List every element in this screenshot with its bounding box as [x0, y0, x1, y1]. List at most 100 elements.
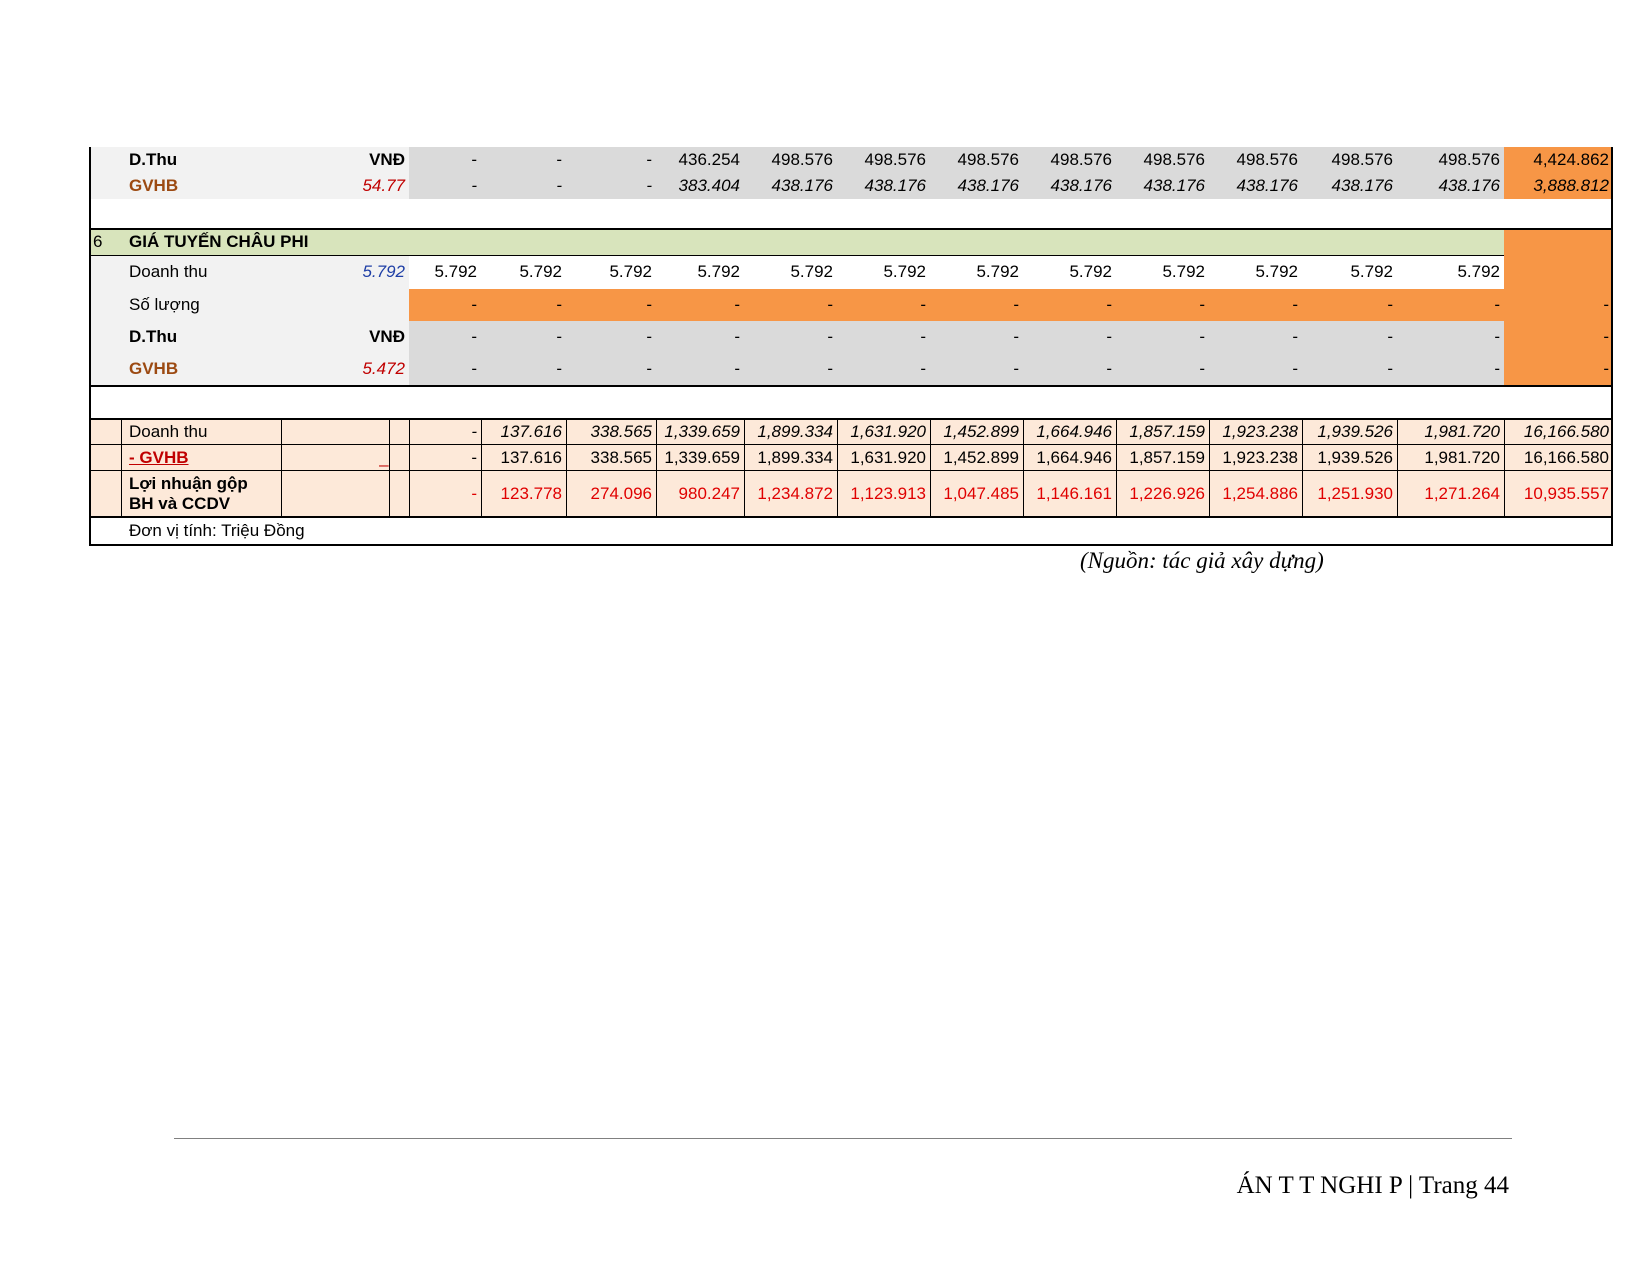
value-cell: 5.792 [1162, 262, 1205, 281]
value-cell: 274.096 [590, 484, 652, 503]
grid-line [89, 470, 1613, 471]
grid-line [89, 147, 91, 545]
value-cell: - [409, 321, 481, 353]
total-cell: 3,888.812 [1504, 173, 1613, 199]
value-cell: 137.616 [500, 422, 562, 441]
value-cell: 1,857.159 [1129, 422, 1205, 441]
value-cell: - [1116, 321, 1209, 353]
value-cell: - [566, 353, 656, 385]
value-cell: - [656, 289, 744, 321]
value-cell: 1,146.161 [1036, 484, 1112, 503]
value-cell: - [1023, 321, 1116, 353]
value-cell: 1,899.334 [757, 422, 833, 441]
value-cell: - [566, 147, 656, 173]
value-cell: 1,664.946 [1036, 448, 1112, 467]
value-cell: 5.792 [1255, 262, 1298, 281]
section-header: 6 GIÁ TUYẾN CHÂU PHI [89, 229, 1613, 255]
value-cell: 436.254 [656, 147, 744, 173]
summary-label-line: - GVHB [129, 448, 189, 467]
row-label: GVHB [89, 173, 329, 199]
value-cell: 5.792 [790, 262, 833, 281]
value-cell: - [471, 448, 477, 467]
value-cell: 1,923.238 [1222, 448, 1298, 467]
value-cell: - [481, 321, 566, 353]
value-cell: - [1397, 321, 1504, 353]
table-row: Số lượng - - - - - - - - - - - - - [89, 289, 1613, 321]
grid-line [656, 418, 657, 517]
value-cell: 5.792 [1350, 262, 1393, 281]
value-cell: 438.176 [930, 173, 1023, 199]
value-cell: - [1116, 353, 1209, 385]
value-cell: - [930, 321, 1023, 353]
total-cell: - [1504, 321, 1613, 353]
total-cell [1504, 255, 1613, 289]
section-number: 6 [93, 232, 103, 251]
row-label: Doanh thu [89, 255, 329, 289]
value-cell: - [837, 353, 930, 385]
value-cell: - [471, 422, 477, 441]
row-label: GVHB [89, 353, 329, 385]
value-cell: 1,923.238 [1222, 422, 1298, 441]
row-unit: 5.792 [329, 255, 409, 289]
total-cell: 16,166.580 [1523, 422, 1609, 441]
value-cell: - [930, 353, 1023, 385]
value-cell: - [1302, 289, 1397, 321]
grid-line [389, 418, 390, 517]
value-cell: - [1209, 353, 1302, 385]
value-cell: 1,254.886 [1222, 484, 1298, 503]
table-row: GVHB 5.472- - - - - - - - - - - - - [89, 353, 1613, 385]
value-cell: 1,981.720 [1424, 448, 1500, 467]
row-unit: VNĐ [329, 147, 409, 173]
value-cell: - [744, 321, 837, 353]
value-cell: 438.176 [1209, 173, 1302, 199]
summary-row: - GVHB _ - 137.616 338.565 1,339.659 1,899.334… [89, 445, 1613, 471]
value-cell: - [481, 173, 566, 199]
total-cell: 10,935.557 [1523, 484, 1609, 503]
value-cell: 5.792 [519, 262, 562, 281]
grid-line [281, 418, 282, 517]
financial-table: D.Thu VNĐ - - -436.254 498.576 498.576 498.576 4… [89, 147, 1613, 546]
value-cell: 1,939.526 [1317, 422, 1393, 441]
value-cell: - [837, 289, 930, 321]
value-cell: 5.792 [1069, 262, 1112, 281]
grid-line [1209, 418, 1210, 517]
value-cell: 1,857.159 [1129, 448, 1205, 467]
value-cell: 5.792 [434, 262, 477, 281]
grid-line [89, 516, 1613, 518]
value-cell: 1,939.526 [1317, 448, 1393, 467]
grid-line [1504, 418, 1505, 517]
value-cell: 438.176 [1023, 173, 1116, 199]
value-cell: 438.176 [1397, 173, 1504, 199]
grid-line [930, 418, 931, 517]
value-cell: - [744, 353, 837, 385]
value-cell: - [656, 321, 744, 353]
summary-label: Lợi nhuận gộp BH và CCDV [129, 471, 269, 517]
row-label: Số lượng [89, 289, 329, 321]
grid-line [89, 418, 1613, 420]
grid-line [1116, 418, 1117, 517]
value-cell: 498.576 [1209, 147, 1302, 173]
grid-line [1397, 418, 1398, 517]
value-cell: - [409, 173, 481, 199]
value-cell: - [837, 321, 930, 353]
value-cell: 1,251.930 [1317, 484, 1393, 503]
unit-note-row: Đơn vị tính: Triệu Đồng [89, 517, 1613, 545]
value-cell: 5.792 [1457, 262, 1500, 281]
summary-label-line: Lợi nhuận gộp [129, 474, 248, 493]
summary-row: Doanh thu - 137.616 338.565 1,339.659 1,899.3… [89, 419, 1613, 445]
summary-label: Doanh thu [129, 419, 269, 445]
value-cell: 1,339.659 [664, 422, 740, 441]
value-cell: 1,631.920 [850, 448, 926, 467]
value-cell: - [1023, 289, 1116, 321]
value-cell: - [1023, 353, 1116, 385]
value-cell: 498.576 [1023, 147, 1116, 173]
value-cell: 498.576 [744, 147, 837, 173]
row-unit [329, 289, 409, 321]
total-cell [1504, 229, 1613, 255]
total-cell: 16,166.580 [1523, 448, 1609, 467]
grid-line [89, 544, 1613, 546]
summary-label: - GVHB [129, 445, 269, 471]
value-cell: 1,981.720 [1424, 422, 1500, 441]
value-cell: 338.565 [590, 448, 652, 467]
unit-note: Đơn vị tính: Triệu Đồng [129, 521, 305, 540]
